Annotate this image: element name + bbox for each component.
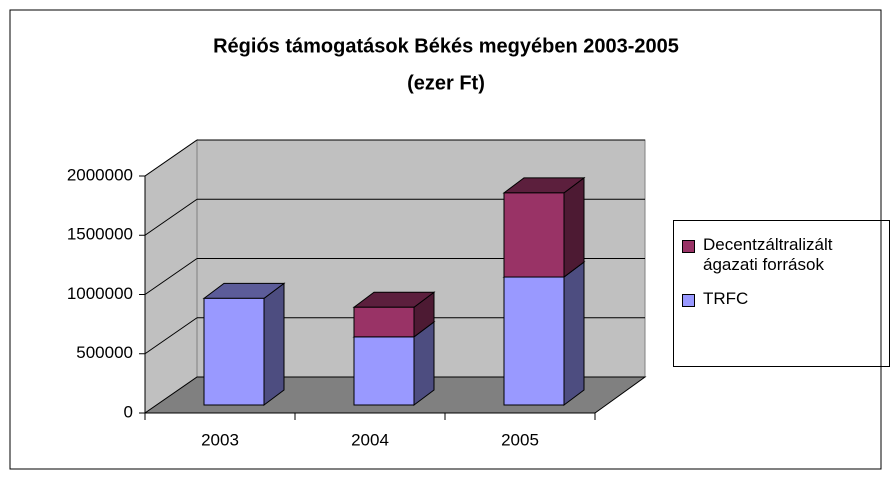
chart-title: Régiós támogatások Békés megyében 2003-2… xyxy=(213,35,679,57)
bar-side xyxy=(263,282,285,406)
bar-side xyxy=(563,261,585,406)
bar xyxy=(353,336,415,406)
x-tick-label: 2003 xyxy=(201,430,239,449)
bar-side xyxy=(563,176,585,279)
grid-line xyxy=(144,317,198,355)
y-tick-label: 1500000 xyxy=(67,225,133,244)
grid-line xyxy=(144,198,198,236)
legend-label: Decentzáltralizált ágazati források xyxy=(703,235,833,274)
bar xyxy=(203,297,265,406)
legend-item: TRFC xyxy=(682,289,889,309)
y-tick-label: 0 xyxy=(124,402,133,421)
legend-item: Decentzáltralizált ágazati források xyxy=(682,235,889,275)
y-tick-label: 2000000 xyxy=(67,165,133,184)
x-tick-label: 2005 xyxy=(501,430,539,449)
bar xyxy=(353,306,415,338)
x-tick-label: 2004 xyxy=(351,430,389,449)
legend-swatch xyxy=(682,240,695,253)
legend-swatch xyxy=(682,294,695,307)
y-tick-label: 1000000 xyxy=(67,284,133,303)
legend-label: TRFC xyxy=(703,289,749,308)
bar xyxy=(503,276,565,406)
chart-title: (ezer Ft) xyxy=(407,72,485,94)
grid-line xyxy=(144,258,198,295)
grid-line xyxy=(144,139,198,177)
y-tick-label: 500000 xyxy=(76,343,133,362)
bar xyxy=(503,192,565,278)
legend: Decentzáltralizált ágazati források TRFC xyxy=(673,220,890,367)
